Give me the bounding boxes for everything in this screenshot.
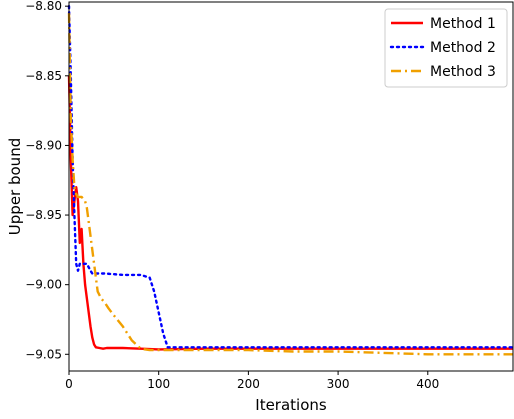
- x-tick-label: 100: [147, 377, 170, 391]
- y-axis-ticks: −8.80 −8.85 −8.90 −8.95 −9.00 −9.05: [25, 0, 69, 361]
- x-tick-label: 0: [65, 377, 73, 391]
- x-tick-label: 400: [416, 377, 439, 391]
- y-tick-label: −9.00: [25, 278, 62, 292]
- plot-frame: [68, 1, 514, 372]
- series-line-method-2: [67, 4, 514, 349]
- plot-lines: [67, 4, 514, 356]
- y-tick-label: −9.05: [25, 347, 62, 361]
- x-axis-label: Iterations: [255, 396, 327, 414]
- y-tick-label: −8.95: [25, 208, 62, 222]
- y-axis-label: Upper bound: [6, 138, 24, 235]
- legend: Method 1 Method 2 Method 3: [384, 8, 508, 88]
- legend-box: [384, 8, 508, 88]
- y-tick-label: −8.85: [25, 69, 62, 83]
- x-tick-label: 300: [327, 377, 350, 391]
- legend-label-method-3: Method 3: [430, 64, 496, 80]
- legend-label-method-1: Method 1: [430, 16, 496, 32]
- legend-label-method-2: Method 2: [430, 40, 496, 56]
- x-tick-label: 200: [237, 377, 260, 391]
- y-tick-label: −8.80: [25, 0, 62, 13]
- x-axis-ticks: 0 100 200 300 400: [65, 371, 439, 391]
- y-tick-label: −8.90: [25, 138, 62, 152]
- series-line-method-1: [67, 75, 513, 351]
- series-line-method-3: [67, 13, 513, 356]
